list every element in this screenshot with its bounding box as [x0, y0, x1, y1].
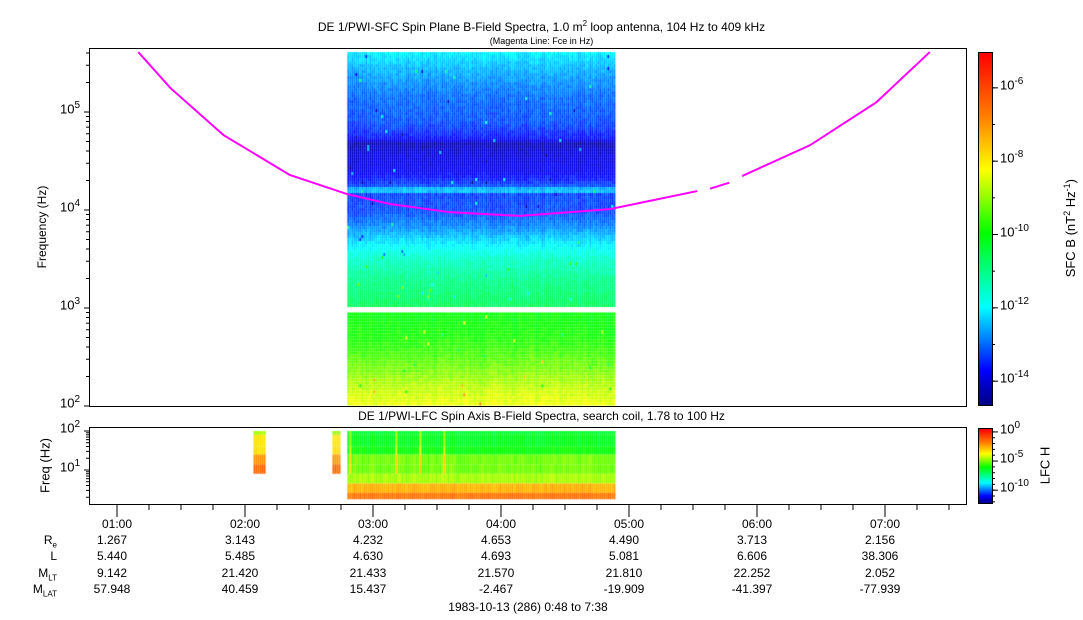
- lfc-y-tick-label: 102: [59, 419, 80, 436]
- sfc-colorbar: [979, 53, 992, 405]
- ephemeris-value: 2.052: [864, 565, 896, 580]
- ephemeris-value: 21.433: [349, 565, 387, 580]
- ephemeris-value: 4.693: [480, 549, 512, 564]
- sfc-subtitle: (Magenta Line: Fce in Hz): [489, 36, 594, 46]
- ephemeris-value: 38.306: [861, 549, 899, 564]
- x-tick-label: 03:00: [357, 517, 389, 531]
- lfc-title: DE 1/PWI-LFC Spin Axis B-Field Spectra, …: [358, 409, 725, 423]
- ephemeris-value: 5.485: [224, 549, 256, 564]
- lfc-plot-frame: [89, 427, 967, 505]
- colorbar-tick-label: 10-14: [1000, 369, 1029, 386]
- x-tick-label: 05:00: [613, 517, 645, 531]
- x-tick-label: 02:00: [229, 517, 261, 531]
- ephemeris-row-label: MLAT: [32, 581, 57, 599]
- ephemeris-value: 3.713: [736, 533, 768, 547]
- colorbar-tick-label: 10-5: [1000, 449, 1024, 466]
- ephemeris-value: 22.252: [733, 565, 771, 580]
- colorbar-tick-label: 10-12: [1000, 295, 1029, 313]
- ephemeris-value: 4.630: [352, 549, 384, 564]
- lfc-colorbar: [979, 429, 992, 503]
- ephemeris-value: 57.948: [93, 581, 131, 596]
- ephemeris-value: 2.156: [864, 533, 896, 547]
- ephemeris-value: 3.143: [224, 533, 256, 547]
- lfc-spectrogram: [90, 428, 966, 504]
- ephemeris-value: 5.440: [96, 549, 128, 564]
- ephemeris-value: -19.909: [603, 581, 645, 596]
- lfc-colorbar-frame: [978, 428, 993, 504]
- ephemeris-value: -41.397: [731, 581, 773, 596]
- ephemeris-row-label: Re: [43, 533, 57, 550]
- x-tick-label: 07:00: [869, 517, 901, 531]
- date-range-footer: 1983-10-13 (286) 0:48 to 7:38: [448, 600, 608, 614]
- ephemeris-value: 5.081: [608, 549, 640, 564]
- fce-line-segment-1: [709, 181, 730, 190]
- ephemeris-row-label: MLT: [38, 565, 57, 582]
- ephemeris-value: 15.437: [349, 581, 387, 596]
- sfc-y-tick-label: 104: [59, 198, 80, 215]
- ephemeris-value: -2.467: [478, 581, 514, 596]
- ephemeris-value: 9.142: [96, 565, 128, 580]
- ephemeris-value: 21.810: [605, 565, 643, 580]
- ephemeris-value: 40.459: [221, 581, 259, 596]
- sfc-y-tick-label: 102: [59, 394, 80, 411]
- sfc-y-tick-label: 105: [59, 100, 80, 117]
- ephemeris-value: -77.939: [859, 581, 901, 596]
- x-tick-label: 04:00: [485, 517, 517, 531]
- colorbar-tick-label: 10-6: [1000, 75, 1024, 93]
- fce-line-segment-2: [741, 51, 931, 177]
- colorbar-tick-label: 10-10: [1000, 222, 1029, 239]
- lfc-y-tick-label: 101: [59, 458, 80, 475]
- ephemeris-value: 21.420: [221, 565, 259, 580]
- sfc-plot-frame: [89, 48, 967, 407]
- sfc-colorbar-frame: [978, 52, 993, 406]
- colorbar-tick-label: 10-10: [1000, 478, 1029, 495]
- ephemeris-value: 4.653: [480, 533, 512, 547]
- fce-line-segment-0: [137, 51, 698, 217]
- x-tick-label: 06:00: [741, 517, 773, 531]
- sfc-spectrogram: [90, 49, 966, 406]
- ephemeris-row-label: L: [50, 549, 57, 564]
- ephemeris-value: 1.267: [96, 533, 128, 547]
- colorbar-tick-label: 100: [1000, 419, 1021, 437]
- sfc-y-tick-label: 103: [59, 296, 80, 313]
- ephemeris-value: 6.606: [736, 549, 768, 564]
- x-tick-label: 01:00: [101, 517, 133, 531]
- sfc-title: DE 1/PWI-SFC Spin Plane B-Field Spectra,…: [317, 19, 766, 34]
- colorbar-tick-label: 10-8: [1000, 149, 1024, 166]
- ephemeris-value: 4.490: [608, 533, 640, 547]
- ephemeris-value: 21.570: [477, 565, 515, 580]
- ephemeris-value: 4.232: [352, 533, 384, 547]
